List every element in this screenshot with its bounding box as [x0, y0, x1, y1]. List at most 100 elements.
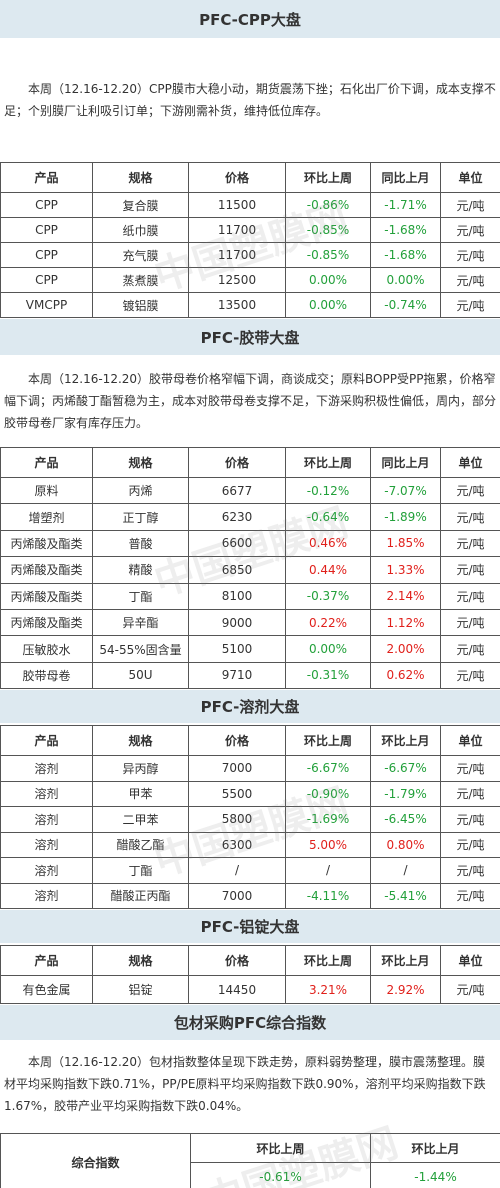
data-row: 原料 丙烯 6677 -0.12% -7.07% 元/吨 — [0, 476, 500, 505]
column-header: 产品 — [0, 725, 93, 756]
cell: -0.31% — [285, 661, 371, 690]
cell: 0.44% — [285, 556, 371, 584]
cell: 原料 — [0, 476, 93, 505]
cell: 元/吨 — [440, 780, 500, 807]
column-header: 价格 — [188, 162, 286, 193]
cell: 2.00% — [370, 635, 441, 663]
section-header: 包材采购PFC综合指数 — [0, 1005, 500, 1040]
column-header: 环比上周 — [285, 447, 371, 478]
cell: 丙烯酸及酯类 — [0, 529, 93, 558]
cell: 溶剂 — [0, 882, 93, 909]
cell: 醋酸正丙酯 — [92, 882, 189, 909]
column-header: 规格 — [92, 447, 189, 478]
cell: 0.00% — [285, 292, 371, 318]
summary-text: 本周（12.16-12.20）包材指数整体呈现下跌走势，原料弱势整理，膜市震荡整… — [4, 1054, 486, 1113]
data-row: 丙烯酸及酯类 精酸 6850 0.44% 1.33% 元/吨 — [0, 556, 500, 584]
column-header: 单位 — [440, 945, 500, 976]
price-table: 产品 规格 价格 环比上周 同比上月 单位 CPP 复合膜 11500 -0.86% -1.71% 元… — [0, 162, 500, 318]
cell: 2.14% — [370, 582, 441, 610]
data-row: -0.61% -1.44% — [1, 1162, 500, 1188]
cell: 压敏胶水 — [0, 635, 93, 663]
cell: 7000 — [188, 882, 286, 909]
cell: 有色金属 — [0, 975, 93, 1004]
cell: 异辛酯 — [92, 608, 189, 637]
header-row: 产品 规格 价格 环比上周 同比上月 单位 — [0, 447, 500, 478]
cell: -1.69% — [285, 806, 371, 833]
data-row: CPP 纸巾膜 11700 -0.85% -1.68% 元/吨 — [0, 217, 500, 243]
cell: -0.64% — [285, 503, 371, 531]
cell: 元/吨 — [440, 975, 500, 1004]
cell: -1.44% — [370, 1162, 500, 1188]
cell: 11700 — [188, 242, 286, 268]
cell: 元/吨 — [440, 857, 500, 884]
cell: -6.67% — [285, 755, 371, 782]
column-header: 价格 — [188, 447, 286, 478]
column-header: 同比上月 — [370, 162, 441, 193]
cell: CPP — [0, 242, 93, 268]
cell: / — [370, 857, 441, 884]
cell: 镀铝膜 — [92, 292, 189, 318]
cell: 元/吨 — [440, 608, 500, 637]
summary-paragraph: 本周（12.16-12.20）包材指数整体呈现下跌走势，原料弱势整理，膜市震荡整… — [0, 1040, 500, 1127]
cell: 5.00% — [285, 831, 371, 858]
cell: 元/吨 — [440, 217, 500, 243]
cell: 溶剂 — [0, 806, 93, 833]
cell: 溶剂 — [0, 831, 93, 858]
cell: CPP — [0, 192, 93, 218]
cell: 丁酯 — [92, 582, 189, 610]
cell: VMCPP — [0, 292, 93, 318]
cell: -0.61% — [190, 1162, 371, 1188]
cell: 7000 — [188, 755, 286, 782]
column-header: 环比上月 — [370, 945, 441, 976]
data-row: CPP 充气膜 11700 -0.85% -1.68% 元/吨 — [0, 242, 500, 268]
cell: 14450 — [188, 975, 286, 1004]
cell: -1.79% — [370, 780, 441, 807]
cell: 胶带母卷 — [0, 661, 93, 690]
header-row: 综合指数 环比上周 环比上月 — [0, 1133, 500, 1188]
data-row: 溶剂 丁酯 / / / 元/吨 — [0, 857, 500, 884]
cell: 醋酸乙酯 — [92, 831, 189, 858]
data-row: 溶剂 醋酸正丙酯 7000 -4.11% -5.41% 元/吨 — [0, 882, 500, 909]
data-row: CPP 复合膜 11500 -0.86% -1.71% 元/吨 — [0, 192, 500, 218]
cell: 元/吨 — [440, 529, 500, 558]
column-header: 单位 — [440, 162, 500, 193]
cell: -7.07% — [370, 476, 441, 505]
cell: -0.12% — [285, 476, 371, 505]
cell: 0.62% — [370, 661, 441, 690]
price-table: 产品 规格 价格 环比上周 同比上月 单位 原料 丙烯 6677 -0.12% -7.07% 元/吨增… — [0, 447, 500, 690]
cell: 普酸 — [92, 529, 189, 558]
cell: -1.89% — [370, 503, 441, 531]
cell: / — [188, 857, 286, 884]
cell: 丙烯酸及酯类 — [0, 556, 93, 584]
data-row: 增塑剂 正丁醇 6230 -0.64% -1.89% 元/吨 — [0, 503, 500, 531]
cell: 1.12% — [370, 608, 441, 637]
cell: 异丙醇 — [92, 755, 189, 782]
cell: 溶剂 — [0, 755, 93, 782]
column-header: 价格 — [188, 945, 286, 976]
cell: 9000 — [188, 608, 286, 637]
cell: / — [285, 857, 371, 884]
cell: 9710 — [188, 661, 286, 690]
cell: 2.92% — [370, 975, 441, 1004]
cell: 8100 — [188, 582, 286, 610]
cell: 元/吨 — [440, 242, 500, 268]
data-row: 丙烯酸及酯类 普酸 6600 0.46% 1.85% 元/吨 — [0, 529, 500, 558]
cell: 0.00% — [285, 635, 371, 663]
cell: 6300 — [188, 831, 286, 858]
cell: 13500 — [188, 292, 286, 318]
column-header: 产品 — [0, 945, 93, 976]
cell: 元/吨 — [440, 806, 500, 833]
header-row: 产品 规格 价格 环比上周 同比上月 单位 — [0, 162, 500, 193]
section-header: PFC-胶带大盘 — [0, 319, 500, 355]
cell: 溶剂 — [0, 780, 93, 807]
cell: 丙烯酸及酯类 — [0, 608, 93, 637]
cell: 11500 — [188, 192, 286, 218]
cell: 精酸 — [92, 556, 189, 584]
cell: -4.11% — [285, 882, 371, 909]
column-header: 环比上周 — [190, 1133, 371, 1163]
cell: 纸巾膜 — [92, 217, 189, 243]
summary-text: 本周（12.16-12.20）CPP膜市大稳小动，期货震荡下挫；石化出厂价下调，… — [4, 82, 496, 118]
cell: 0.00% — [370, 267, 441, 293]
cell: -0.85% — [285, 217, 371, 243]
data-row: 丙烯酸及酯类 异辛酯 9000 0.22% 1.12% 元/吨 — [0, 608, 500, 637]
